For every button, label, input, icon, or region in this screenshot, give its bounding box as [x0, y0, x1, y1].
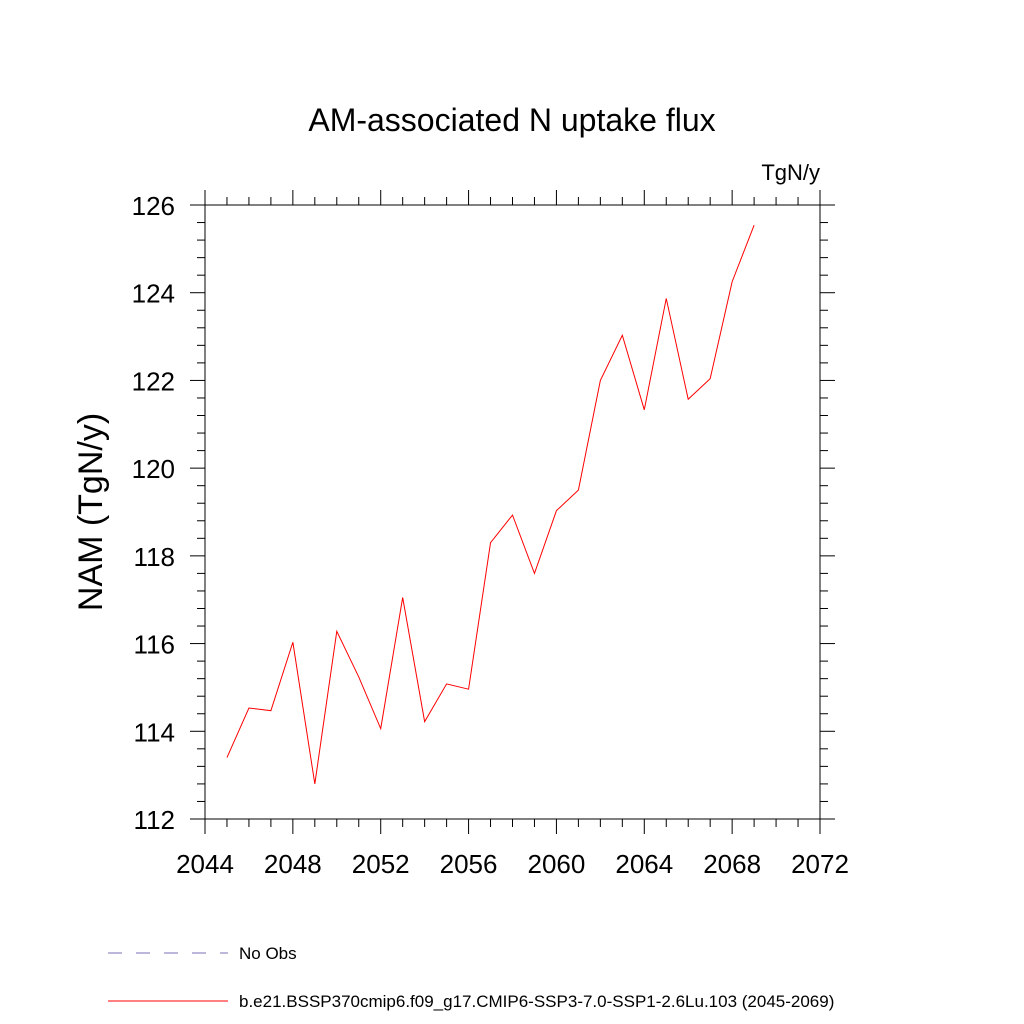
y-tick-label: 118 — [134, 542, 175, 572]
y-tick-label: 116 — [134, 630, 175, 660]
y-tick-label: 122 — [132, 366, 175, 396]
x-tick-label: 2068 — [703, 849, 761, 879]
y-axis-label: NAM (TgN/y) — [72, 413, 110, 611]
legend-label-model-run: b.e21.BSSP370cmip6.f09_g17.CMIP6-SSP3-7.… — [239, 992, 834, 1011]
x-tick-label: 2056 — [440, 849, 498, 879]
x-tick-label: 2072 — [791, 849, 849, 879]
series-line — [226, 224, 755, 784]
units-label: TgN/y — [761, 160, 820, 185]
x-tick-label: 2052 — [352, 849, 410, 879]
legend-label-no-obs: No Obs — [239, 944, 297, 963]
plot-frame — [204, 204, 821, 820]
x-tick-label: 2064 — [615, 849, 673, 879]
x-tick-label: 2048 — [264, 849, 322, 879]
series-group — [226, 224, 755, 784]
x-tick-label: 2044 — [176, 849, 234, 879]
y-tick-label: 120 — [132, 454, 175, 484]
chart-title: AM-associated N uptake flux — [308, 102, 715, 138]
y-tick-label: 112 — [134, 805, 175, 835]
axis-ticks — [190, 190, 835, 834]
y-tick-labels: 112 114 116 118 120 122 124 126 — [132, 191, 175, 835]
y-tick-label: 114 — [134, 717, 175, 747]
y-tick-label: 126 — [132, 191, 175, 221]
x-tick-labels: 2044 2048 2052 2056 2060 2064 2068 2072 — [176, 849, 849, 879]
legend: No Obs b.e21.BSSP370cmip6.f09_g17.CMIP6-… — [108, 944, 834, 1011]
x-tick-label: 2060 — [528, 849, 586, 879]
y-tick-label: 124 — [132, 279, 175, 309]
